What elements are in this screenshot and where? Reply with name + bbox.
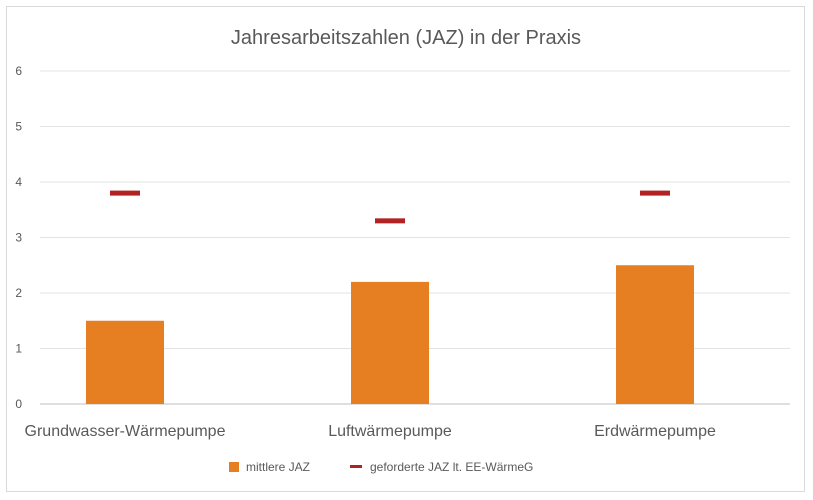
bar (616, 265, 694, 404)
target-marker (110, 190, 140, 196)
x-tick-label: Erdwärmepumpe (594, 423, 716, 440)
legend: mittlere JAZ geforderte JAZ lt. EE-Wärme… (229, 460, 533, 474)
target-markers (110, 190, 670, 224)
y-axis-ticks: 0 1 2 3 4 5 6 (15, 64, 22, 411)
y-tick-label: 5 (15, 120, 22, 134)
x-tick-label: Luftwärmepumpe (328, 423, 452, 440)
legend-swatch-bar (229, 462, 239, 472)
y-tick-label: 2 (15, 286, 22, 300)
legend-swatch-marker (350, 465, 362, 468)
bars (86, 265, 694, 404)
y-tick-label: 4 (15, 175, 22, 189)
y-tick-label: 3 (15, 231, 22, 245)
y-tick-label: 0 (15, 397, 22, 411)
y-tick-label: 1 (15, 342, 22, 356)
bar (351, 281, 429, 404)
x-tick-label: Grundwasser-Wärmepumpe (25, 423, 226, 440)
x-axis-labels: Grundwasser-Wärmepumpe Luftwärmepumpe Erdw… (25, 423, 716, 440)
target-marker (375, 218, 405, 224)
target-marker (640, 190, 670, 196)
legend-label-bar: mittlere JAZ (246, 460, 310, 474)
bar (86, 320, 164, 404)
chart-frame (6, 6, 805, 492)
y-tick-label: 6 (15, 64, 22, 78)
legend-label-marker: geforderte JAZ lt. EE-WärmeG (370, 460, 533, 474)
chart-title: Jahresarbeitszahlen (JAZ) in der Praxis (231, 27, 581, 49)
